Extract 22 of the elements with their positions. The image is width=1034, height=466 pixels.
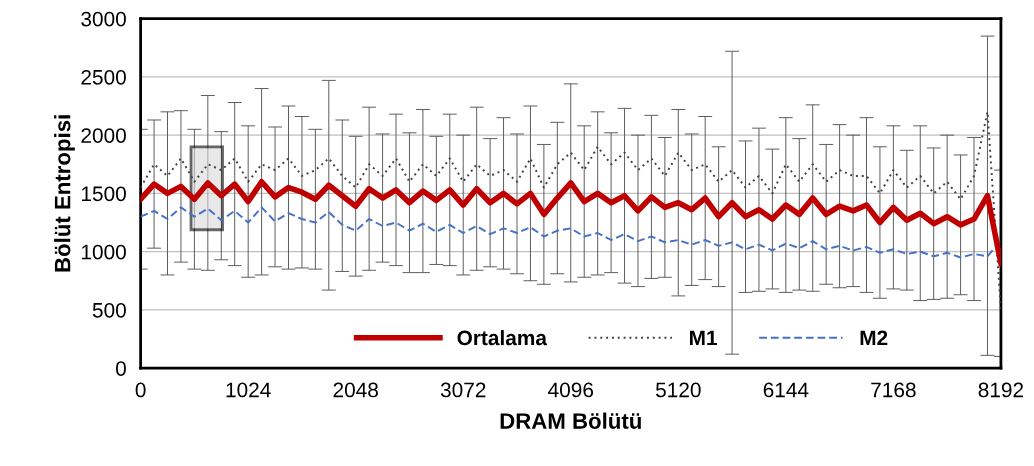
y-tick-label: 2000 [81, 128, 126, 143]
x-axis-title: DRAM Bölütü [500, 412, 641, 429]
x-tick-label: 0 [135, 382, 146, 398]
x-tick-label: 4096 [548, 382, 594, 398]
y-tick-label: 3000 [81, 11, 126, 27]
x-tick-label: 3072 [440, 382, 486, 398]
y-tick-label: 1000 [81, 244, 126, 260]
y-tick-label: 1500 [81, 186, 126, 202]
x-tick-label: 8192 [978, 382, 1024, 398]
x-tick-label: 2048 [333, 382, 378, 398]
x-tick-label: 7168 [871, 382, 916, 398]
y-tick-label: 500 [92, 302, 126, 318]
legend-label: M2 [860, 330, 888, 346]
y-axis-title: Bölüt Entropisi [54, 115, 75, 272]
y-tick-label: 2500 [81, 69, 126, 85]
x-tick-label: 6144 [763, 382, 809, 398]
x-tick-label: 5120 [655, 382, 701, 398]
y-tick-label: 0 [115, 361, 126, 376]
x-tick-label: 1024 [226, 382, 271, 398]
legend-label: M1 [690, 330, 717, 346]
legend-label: Ortalama [457, 329, 548, 346]
line-series [140, 206, 1001, 259]
